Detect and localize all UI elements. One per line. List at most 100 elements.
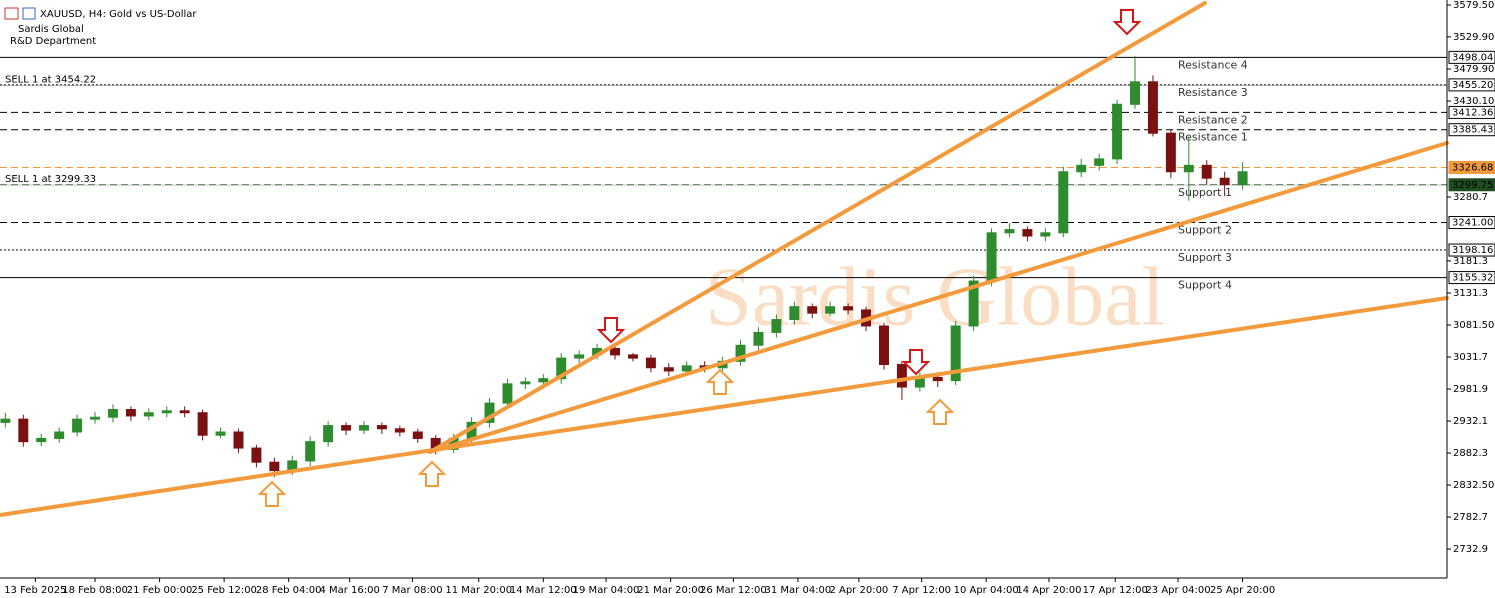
x-tick-label: 25 Feb 12:00 <box>191 585 257 596</box>
x-tick-label: 28 Feb 04:00 <box>256 585 322 596</box>
level-name: Resistance 4 <box>1178 58 1248 71</box>
y-tick-label: 2732.9 <box>1453 544 1488 555</box>
candle-body <box>251 447 262 463</box>
level-tag <box>1448 160 1495 174</box>
y-tick-label: 3280.7 <box>1453 192 1488 203</box>
candle-body <box>574 354 585 359</box>
candle-body <box>1130 81 1140 105</box>
candle-body <box>0 418 11 423</box>
x-tick-label: 7 Apr 12:00 <box>892 585 951 596</box>
level-tag <box>1448 50 1495 64</box>
candle-body <box>627 354 638 359</box>
level-price: 3385.43 <box>1452 125 1493 136</box>
y-tick-label: 3081.50 <box>1453 320 1494 331</box>
level-price: 3241.00 <box>1452 218 1493 229</box>
y-tick-label: 2932.1 <box>1453 416 1488 427</box>
candle-body <box>359 425 369 431</box>
candle-body <box>825 306 836 314</box>
buy-arrow <box>257 480 287 507</box>
candle-body <box>520 381 531 385</box>
candle-body <box>502 383 513 404</box>
x-tick-label: 19 Mar 04:00 <box>573 585 640 596</box>
sell-arrow <box>1112 9 1142 36</box>
level-price: 3412.36 <box>1452 107 1493 118</box>
y-tick-label: 3529.90 <box>1453 32 1494 43</box>
level-tag <box>1448 178 1495 192</box>
level-name: Resistance 2 <box>1178 113 1248 126</box>
candle-body <box>179 410 190 414</box>
candle-body <box>896 364 907 388</box>
candle-body <box>161 410 172 414</box>
candle-body <box>753 331 764 346</box>
candle-body <box>1022 229 1033 237</box>
x-tick-label: 14 Apr 20:00 <box>1016 585 1081 596</box>
y-tick-label: 3479.90 <box>1453 64 1494 75</box>
candle-body <box>681 365 692 372</box>
level-price: 3498.04 <box>1452 52 1493 63</box>
buy-arrow <box>417 460 447 487</box>
candle-body <box>878 325 889 366</box>
x-tick-label: 31 Mar 04:00 <box>765 585 832 596</box>
level-price: 3455.20 <box>1452 80 1493 91</box>
chart-title: XAUUSD, H4: Gold vs US-Dollar <box>40 9 197 20</box>
candle-body <box>807 306 818 314</box>
level-price: 3198.16 <box>1452 245 1493 256</box>
candle-body <box>1040 232 1051 237</box>
x-tick-label: 7 Mar 08:00 <box>382 585 442 596</box>
candle-body <box>143 412 154 417</box>
y-tick-label: 3131.3 <box>1453 288 1488 299</box>
candle-body <box>1058 171 1069 234</box>
level-tag <box>1448 78 1495 92</box>
subtitle: Sardis Global <box>18 24 84 35</box>
candle-body <box>610 347 621 356</box>
candle-body <box>412 431 423 439</box>
candle-body <box>843 306 854 311</box>
level-tag <box>1448 105 1495 119</box>
candle-body <box>269 461 280 472</box>
candle-body <box>1094 158 1105 166</box>
trend-line <box>428 141 1449 454</box>
sell-arrow <box>596 317 626 344</box>
candle-body <box>36 437 47 443</box>
x-tick-label: 26 Mar 12:00 <box>700 585 767 596</box>
candle-body <box>394 428 405 433</box>
level-name: Support 3 <box>1178 251 1232 264</box>
candle-body <box>1183 164 1194 173</box>
candle-body <box>323 425 334 443</box>
order-label: SELL 1 at 3454.22 <box>5 75 96 86</box>
header: XAUUSD, H4: Gold vs US-Dollar Sardis Glo… <box>4 7 197 47</box>
level-name: Support 1 <box>1178 186 1232 199</box>
x-tick-label: 25 Apr 20:00 <box>1210 585 1275 596</box>
y-tick-label: 2981.9 <box>1453 384 1488 395</box>
trend-line <box>0 296 1449 517</box>
x-tick-label: 23 Apr 04:00 <box>1145 585 1210 596</box>
level-tag <box>1448 271 1495 285</box>
candle-body <box>950 325 961 382</box>
x-tick-label: 2 Apr 20:00 <box>829 585 888 596</box>
level-name: Support 2 <box>1178 224 1232 237</box>
candle-body <box>968 280 979 327</box>
candle-body <box>305 441 316 462</box>
y-tick-label: 3181.3 <box>1453 256 1488 267</box>
x-tick-label: 21 Mar 20:00 <box>637 585 704 596</box>
candle-body <box>72 418 83 433</box>
x-tick-label: 11 Mar 20:00 <box>445 585 512 596</box>
level-tag <box>1448 123 1495 137</box>
candle-body <box>107 409 118 418</box>
level-price: 3299.75 <box>1452 180 1493 191</box>
candle-body <box>1201 164 1212 179</box>
order-label: SELL 1 at 3299.33 <box>5 174 96 185</box>
candle-body <box>538 378 549 383</box>
candle-body <box>90 416 101 420</box>
candle-body <box>645 357 656 369</box>
candle-body <box>18 418 29 443</box>
candle-body <box>771 319 782 333</box>
y-tick-label: 3579.50 <box>1453 0 1494 11</box>
candle-body <box>789 306 800 321</box>
level-price: 3155.32 <box>1452 273 1493 284</box>
y-tick-label: 3430.10 <box>1453 96 1494 107</box>
chart-icon <box>4 7 19 20</box>
y-tick-label: 3031.7 <box>1453 352 1488 363</box>
